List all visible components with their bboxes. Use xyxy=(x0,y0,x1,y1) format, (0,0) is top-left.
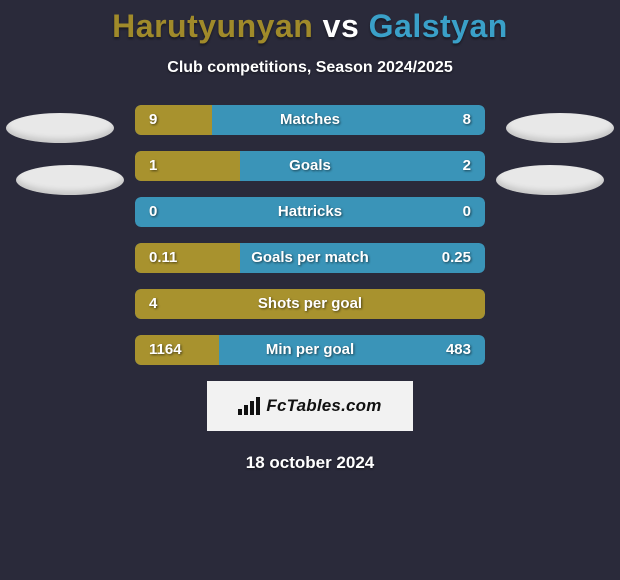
stat-label: Hattricks xyxy=(135,197,485,227)
player1-photo-placeholder xyxy=(6,113,114,143)
stat-value-right: 0 xyxy=(463,197,471,227)
vs-separator: vs xyxy=(323,8,360,44)
fctables-logo-icon xyxy=(238,397,260,415)
subtitle: Club competitions, Season 2024/2025 xyxy=(0,59,620,77)
stat-value-right: 2 xyxy=(463,151,471,181)
branding-badge: FcTables.com xyxy=(207,381,413,431)
stats-chart: 9Matches8 1Goals2 0Hattricks0 0.11Goals per… xyxy=(0,105,620,365)
stat-row: 4Shots per goal xyxy=(135,289,485,319)
stat-label: Goals per match xyxy=(135,243,485,273)
stat-value-right: 8 xyxy=(463,105,471,135)
player1-club-placeholder xyxy=(16,165,124,195)
date: 18 october 2024 xyxy=(0,453,620,473)
player2-photo-placeholder xyxy=(506,113,614,143)
stat-label: Goals xyxy=(135,151,485,181)
stat-value-right: 483 xyxy=(446,335,471,365)
stat-label: Shots per goal xyxy=(135,289,485,319)
stat-row: 0.11Goals per match0.25 xyxy=(135,243,485,273)
player2-name: Galstyan xyxy=(369,8,508,44)
stat-label: Matches xyxy=(135,105,485,135)
player2-club-placeholder xyxy=(496,165,604,195)
stat-row: 1164Min per goal483 xyxy=(135,335,485,365)
player1-name: Harutyunyan xyxy=(112,8,313,44)
stat-label: Min per goal xyxy=(135,335,485,365)
comparison-title: Harutyunyan vs Galstyan xyxy=(0,0,620,45)
stat-row: 0Hattricks0 xyxy=(135,197,485,227)
branding-text: FcTables.com xyxy=(266,396,381,416)
stat-value-right: 0.25 xyxy=(442,243,471,273)
stat-row: 1Goals2 xyxy=(135,151,485,181)
stat-row: 9Matches8 xyxy=(135,105,485,135)
